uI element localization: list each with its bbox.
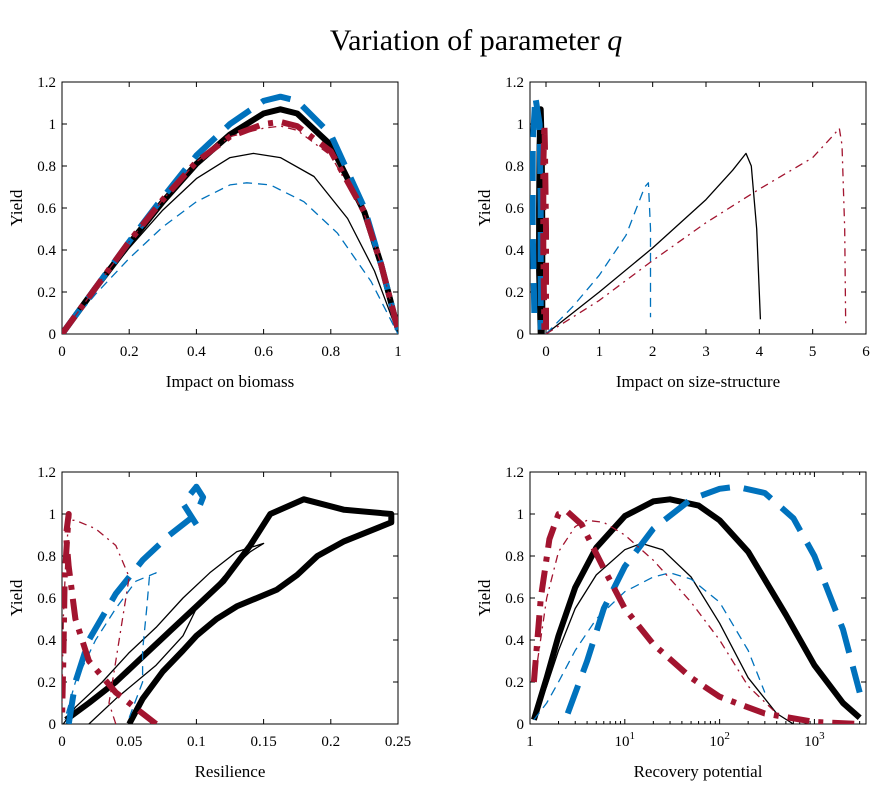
y-tick-label: 0.6 bbox=[37, 201, 56, 217]
x-tick-label: 5 bbox=[809, 344, 817, 360]
series-line-s4 bbox=[62, 182, 398, 334]
figure-title: Variation of parameter q bbox=[330, 24, 622, 57]
y-tick-label: 0.6 bbox=[505, 201, 524, 217]
y-tick-label: 1.2 bbox=[37, 465, 56, 481]
y-axis-label: Yield bbox=[475, 579, 494, 616]
x-tick-label: 0.8 bbox=[321, 344, 340, 360]
series-group bbox=[62, 93, 398, 334]
x-tick-label: 102 bbox=[709, 730, 730, 750]
x-tick-label: 101 bbox=[615, 730, 636, 750]
y-tick-label: 1 bbox=[517, 117, 525, 133]
series-line-s6 bbox=[62, 125, 398, 334]
x-tick-label: 0 bbox=[58, 734, 66, 750]
x-tick-label: 1 bbox=[526, 734, 534, 750]
x-tick-label: 0.05 bbox=[116, 734, 142, 750]
y-tick-label: 0.2 bbox=[505, 285, 524, 301]
series-line-s5 bbox=[540, 121, 549, 330]
y-tick-label: 0.6 bbox=[37, 591, 56, 607]
series-line-s4 bbox=[545, 182, 652, 334]
x-tick-label: 3 bbox=[702, 344, 710, 360]
x-tick-label: 1 bbox=[394, 344, 402, 360]
panel-frame bbox=[529, 471, 867, 725]
y-tick-label: 0.4 bbox=[505, 243, 524, 259]
x-axis-label: Impact on biomass bbox=[166, 372, 294, 391]
x-axis-label: Recovery potential bbox=[634, 762, 763, 781]
y-tick-label: 1.2 bbox=[505, 75, 524, 91]
y-tick-label: 1 bbox=[49, 507, 57, 523]
series-line-s2 bbox=[62, 542, 265, 724]
panel-size-structure: Impact on size-structure Yield 0 0.2 0.4 0.… bbox=[475, 75, 870, 391]
x-tick-label: 0.4 bbox=[187, 344, 206, 360]
panel-frame bbox=[61, 81, 399, 335]
series-line-s3 bbox=[564, 483, 863, 715]
y-tick-label: 0.2 bbox=[37, 675, 56, 691]
y-tick-label: 0 bbox=[517, 717, 525, 733]
x-axis-label: Resilience bbox=[195, 762, 266, 781]
x-tick-label: 0.6 bbox=[254, 344, 273, 360]
x-tick-label: 0 bbox=[58, 344, 66, 360]
y-tick-label: 0.8 bbox=[505, 549, 524, 565]
y-tick-label: 0.2 bbox=[505, 675, 524, 691]
x-tick-label: 4 bbox=[756, 344, 764, 360]
series-line-s1 bbox=[64, 496, 395, 724]
x-tick-label: 2 bbox=[649, 344, 657, 360]
y-tick-label: 1.2 bbox=[505, 465, 524, 481]
series-line-s6 bbox=[536, 519, 778, 714]
x-axis-label: Impact on size-structure bbox=[616, 372, 780, 391]
x-tick-label: 0.25 bbox=[385, 734, 411, 750]
series-line-s4 bbox=[533, 572, 766, 721]
y-tick-label: 0 bbox=[49, 327, 57, 343]
x-tick-label: 0 bbox=[542, 344, 550, 360]
y-axis-label: Yield bbox=[475, 189, 494, 226]
panel-recovery: Recovery potential Yield 0 0.2 0.4 0.6 0.8 1 1… bbox=[475, 465, 867, 781]
y-tick-label: 0 bbox=[49, 717, 57, 733]
y-axis-label: Yield bbox=[7, 579, 26, 616]
y-tick-label: 0.8 bbox=[37, 159, 56, 175]
y-tick-label: 1.2 bbox=[37, 75, 56, 91]
y-tick-label: 0.4 bbox=[37, 633, 56, 649]
y-tick-label: 1 bbox=[49, 117, 57, 133]
y-tick-label: 0.8 bbox=[505, 159, 524, 175]
series-line-s6 bbox=[62, 519, 130, 724]
x-tick-label: 0.1 bbox=[187, 734, 206, 750]
x-tick-label: 1 bbox=[596, 344, 604, 360]
y-tick-label: 0.8 bbox=[37, 549, 56, 565]
series-line-s1 bbox=[531, 496, 862, 721]
x-tick-label: 0.2 bbox=[120, 344, 139, 360]
panel-biomass: Impact on biomass Yield 0 0.2 0.4 0.6 0.8 1 1.… bbox=[7, 75, 402, 391]
series-group bbox=[62, 483, 395, 724]
series-group bbox=[530, 93, 847, 334]
x-tick-label: 0.15 bbox=[250, 734, 276, 750]
series-group bbox=[530, 483, 863, 724]
panel-resilience: Resilience Yield 0 0.2 0.4 0.6 0.8 1 1.2 0 0.05 0… bbox=[7, 465, 411, 781]
y-tick-label: 0.2 bbox=[37, 285, 56, 301]
y-tick-label: 0.4 bbox=[37, 243, 56, 259]
y-tick-label: 0.4 bbox=[505, 633, 524, 649]
y-tick-label: 0.6 bbox=[505, 591, 524, 607]
x-tick-label: 103 bbox=[804, 730, 825, 750]
y-axis-label: Yield bbox=[7, 189, 26, 226]
y-tick-label: 0 bbox=[517, 327, 525, 343]
series-line-s3 bbox=[530, 93, 544, 330]
series-line-s2 bbox=[545, 152, 762, 334]
x-tick-label: 0.2 bbox=[321, 734, 340, 750]
panel-frame bbox=[529, 81, 867, 335]
series-line-s6 bbox=[545, 127, 847, 334]
series-line-s5 bbox=[530, 508, 860, 724]
y-tick-label: 1 bbox=[517, 507, 525, 523]
series-line-s2 bbox=[62, 152, 398, 334]
x-tick-label: 6 bbox=[862, 344, 870, 360]
